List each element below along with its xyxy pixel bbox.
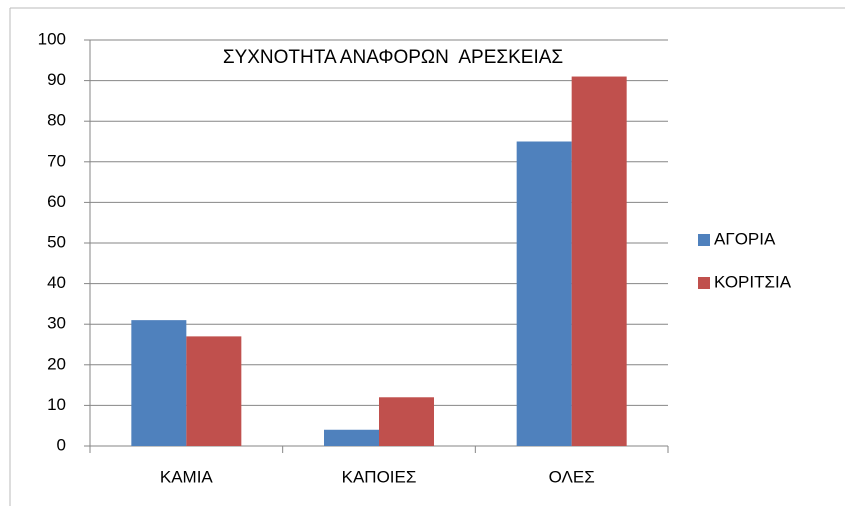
y-tick-label: 0 (57, 435, 66, 454)
chart-title: ΣΥΧΝΟΤΗΤΑ ΑΝΑΦΟΡΩΝ ΑΡΕΣΚΕΙΑΣ (223, 47, 563, 68)
legend-swatch (698, 277, 710, 289)
x-tick-label: ΟΛΕΣ (549, 467, 595, 486)
y-tick-label: 100 (38, 29, 66, 48)
x-tick-label: ΚΑΠΟΙΕΣ (342, 467, 417, 486)
legend-label: ΑΓΟΡΙΑ (714, 229, 776, 248)
x-tick-label: ΚΑΜΙΑ (160, 467, 214, 486)
bar (131, 320, 187, 446)
y-tick-label: 30 (47, 314, 66, 333)
bar (379, 397, 434, 446)
y-tick-label: 10 (47, 395, 66, 414)
y-tick-label: 50 (47, 232, 66, 251)
bar (571, 76, 627, 446)
y-tick-label: 90 (47, 70, 66, 89)
bar (516, 141, 572, 446)
y-tick-label: 60 (47, 192, 66, 211)
legend-label: ΚΟΡΙΤΣΙΑ (714, 272, 792, 291)
y-tick-label: 20 (47, 354, 66, 373)
y-tick-label: 80 (47, 111, 66, 130)
bar (186, 336, 242, 446)
y-tick-label: 40 (47, 273, 66, 292)
bar (324, 429, 379, 446)
legend-swatch (698, 234, 710, 246)
y-tick-label: 70 (47, 151, 66, 170)
